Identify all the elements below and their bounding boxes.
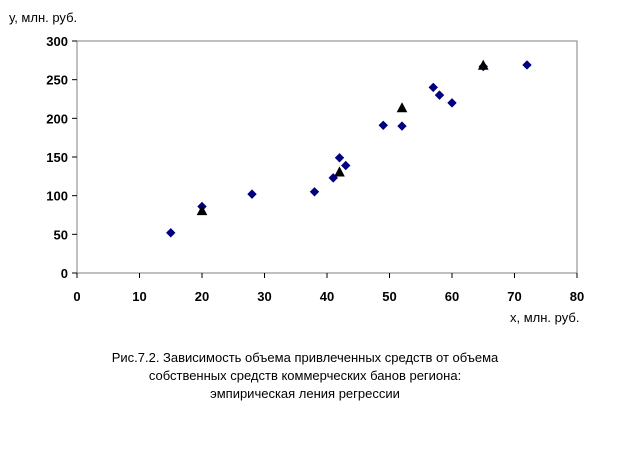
x-tick-label: 80 (570, 289, 584, 304)
data-point-diamond (378, 120, 388, 131)
caption-line-1: Рис.7.2. Зависимость объема привлеченных… (111, 350, 499, 365)
y-tick-label: 0 (61, 266, 68, 281)
x-tick-label: 20 (195, 289, 209, 304)
y-tick-label: 200 (46, 111, 68, 126)
data-point-diamond (434, 90, 445, 100)
data-point-diamond (247, 189, 257, 199)
data-point-diamond (334, 153, 345, 163)
x-tick-label: 30 (257, 289, 271, 304)
x-tick-label: 40 (320, 289, 334, 304)
data-point-diamond (522, 60, 532, 70)
x-tick-label: 50 (382, 289, 396, 304)
y-tick-label: 50 (54, 227, 68, 242)
data-point-triangle (334, 166, 345, 177)
y-tick-label: 250 (46, 73, 68, 88)
x-tick-label: 60 (445, 289, 459, 304)
data-point-diamond (166, 228, 176, 238)
data-point-diamond (341, 160, 351, 171)
figure-caption: Рис.7.2. Зависимость объема привлеченных… (60, 349, 550, 403)
data-point-triangle (477, 59, 489, 70)
plot-area (76, 40, 578, 274)
y-tick-label: 100 (46, 189, 68, 204)
x-tick-label: 0 (73, 289, 80, 304)
data-point-diamond (447, 98, 457, 108)
x-axis-label: х, млн. руб. (510, 310, 580, 325)
data-point-diamond (309, 187, 320, 197)
y-axis-label: у, млн. руб. (9, 10, 78, 25)
data-point-diamond (397, 121, 407, 131)
caption-line-2: собственных средств коммерческих банов р… (148, 368, 462, 383)
data-point-triangle (396, 102, 408, 113)
y-tick-label: 300 (46, 34, 68, 49)
data-point-triangle (196, 205, 208, 216)
caption-line-3: эмпирическая ления регрессии (210, 386, 400, 401)
data-point-diamond (428, 82, 438, 93)
x-tick-label: 70 (507, 289, 521, 304)
y-tick-label: 150 (46, 150, 68, 165)
x-tick-label: 10 (132, 289, 146, 304)
